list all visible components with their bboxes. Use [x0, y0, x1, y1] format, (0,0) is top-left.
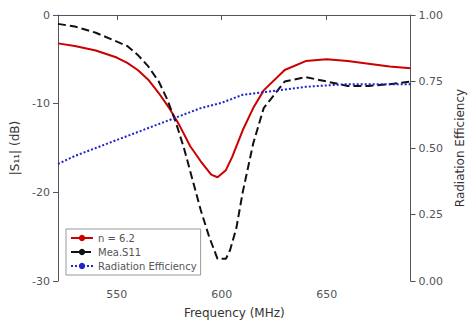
svg-text:650: 650: [316, 288, 337, 301]
svg-text:Radiation Efficiency: Radiation Efficiency: [453, 89, 467, 207]
svg-text:Radiation Efficiency: Radiation Efficiency: [98, 261, 197, 272]
svg-text:1.00: 1.00: [419, 9, 444, 22]
svg-text:n = 6.2: n = 6.2: [98, 233, 135, 244]
svg-text:550: 550: [106, 288, 127, 301]
svg-text:0.75: 0.75: [419, 75, 444, 88]
svg-text:Frequency (MHz): Frequency (MHz): [184, 306, 285, 320]
svg-text:-10: -10: [32, 97, 50, 110]
svg-text:0.25: 0.25: [419, 208, 444, 221]
svg-text:0.00: 0.00: [419, 275, 444, 288]
svg-text:0: 0: [43, 9, 50, 22]
svg-text:|S₁₁| (dB): |S₁₁| (dB): [8, 121, 22, 175]
svg-text:Mea.S11: Mea.S11: [98, 247, 141, 258]
svg-text:-30: -30: [32, 275, 50, 288]
svg-text:600: 600: [211, 288, 232, 301]
svg-text:-20: -20: [32, 186, 50, 199]
svg-text:0.50: 0.50: [419, 142, 444, 155]
